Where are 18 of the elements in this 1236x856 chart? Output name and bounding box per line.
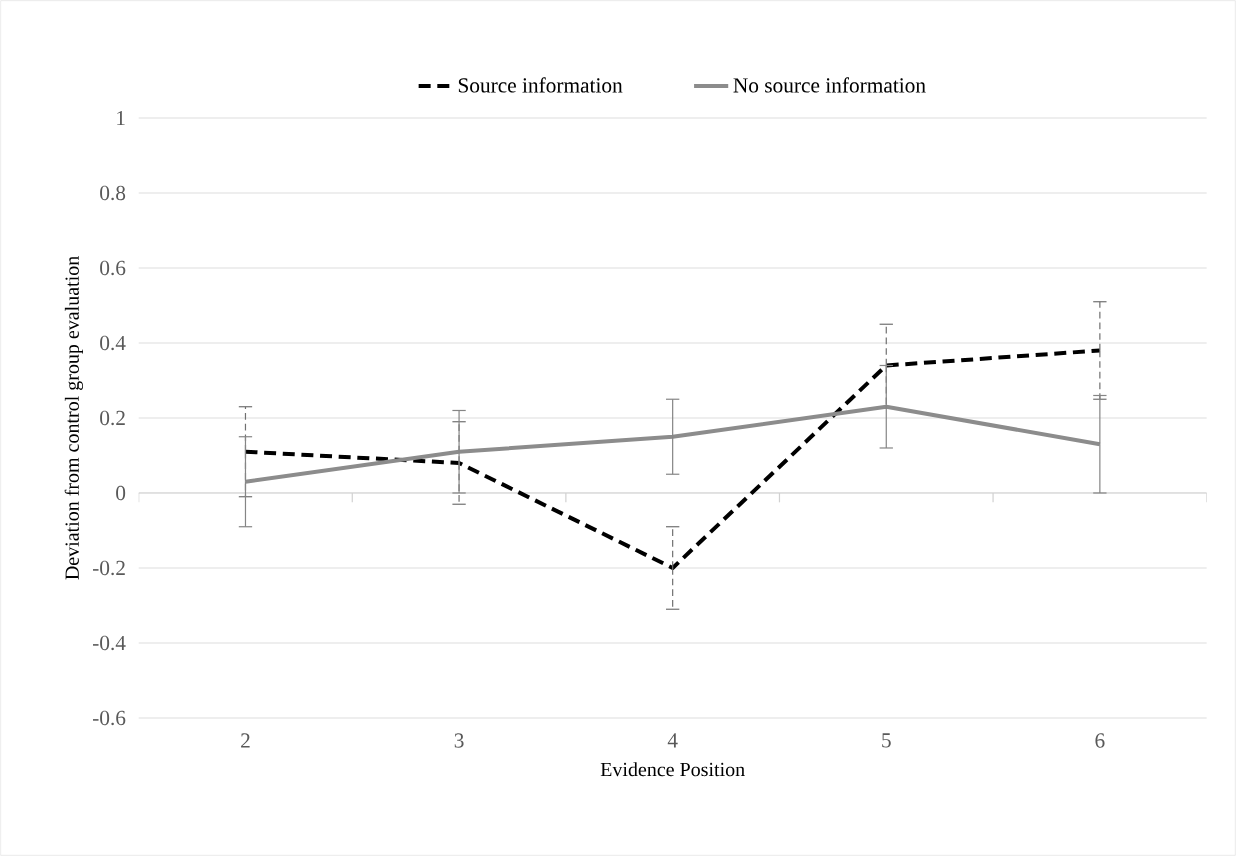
legend-label: No source information bbox=[733, 77, 926, 93]
y-tick-label: -0.2 bbox=[92, 560, 125, 576]
y-tick-label: 0.2 bbox=[100, 410, 125, 426]
x-tick-label: 5 bbox=[882, 733, 891, 748]
y-tick-label: -0.6 bbox=[92, 710, 126, 726]
y-tick-label: 0 bbox=[116, 485, 126, 501]
y-tick-label: 0.8 bbox=[100, 185, 126, 201]
y-tick-label: 0.4 bbox=[100, 335, 126, 351]
x-tick-label: 6 bbox=[1095, 733, 1105, 748]
x-axis-title: Evidence Position bbox=[600, 762, 745, 777]
y-tick-label: 1 bbox=[117, 110, 125, 126]
y-tick-label: 0.6 bbox=[100, 260, 126, 276]
x-tick-label: 3 bbox=[454, 733, 464, 748]
y-axis-title: Deviation from control group evaluation bbox=[64, 256, 84, 580]
y-tick-label: -0.4 bbox=[92, 635, 126, 651]
x-tick-label: 2 bbox=[241, 733, 250, 748]
legend-label: Source information bbox=[458, 77, 623, 93]
x-tick-label: 4 bbox=[667, 733, 678, 748]
